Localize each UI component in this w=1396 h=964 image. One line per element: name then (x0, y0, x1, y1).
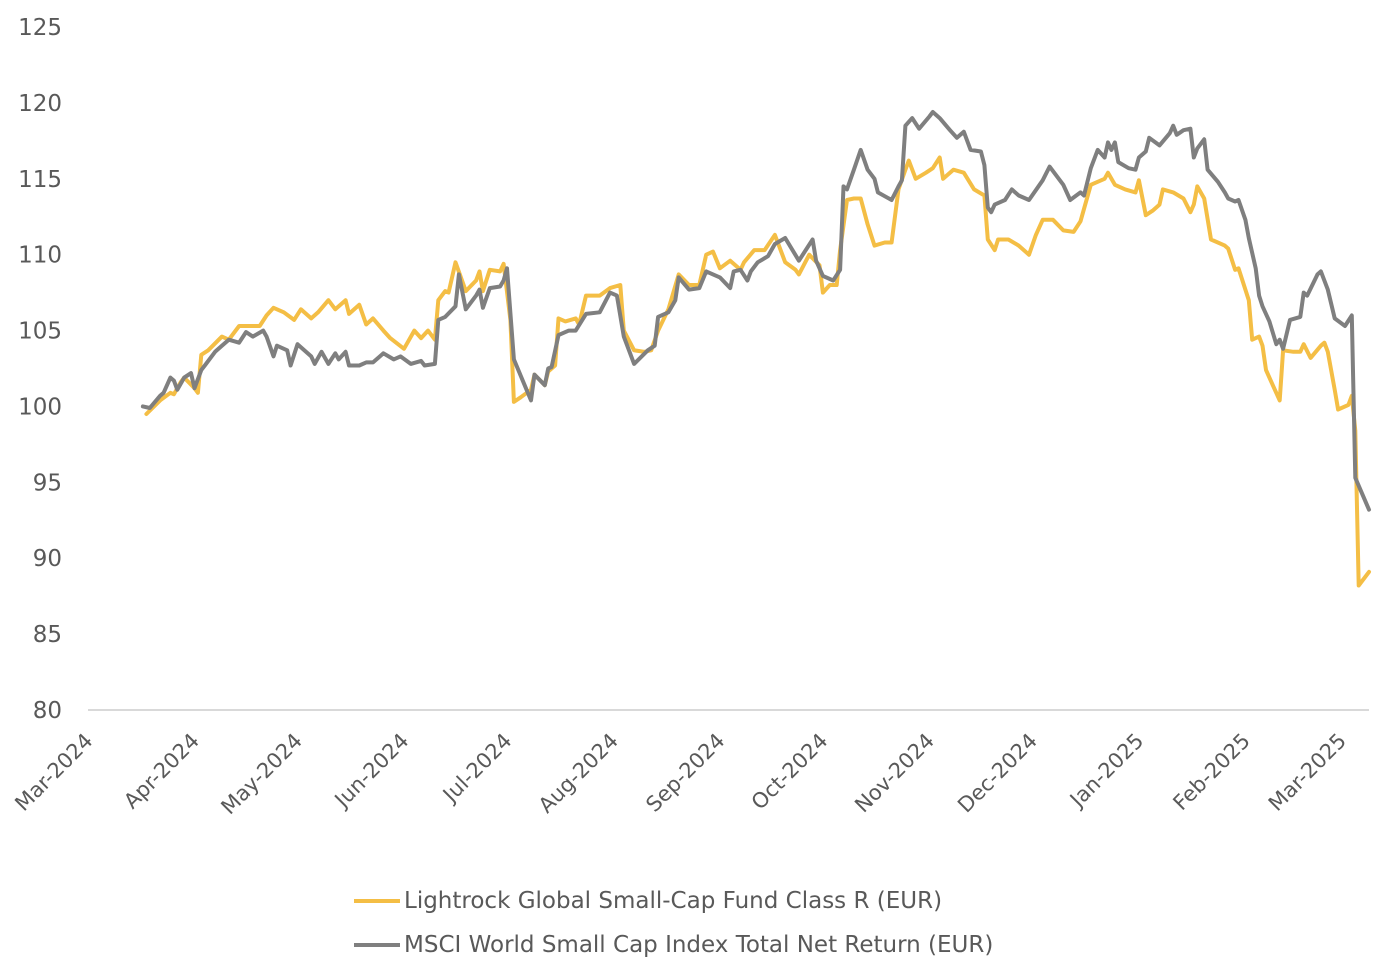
x-tick-label: Mar-2025 (1264, 729, 1351, 816)
y-tick-label: 105 (18, 319, 62, 345)
x-tick-label: Jul-2024 (437, 729, 516, 808)
series-line-fund (144, 155, 1371, 588)
x-axis: Mar-2024 Apr-2024 May-2024 Jun-2024 Jul-2024… (10, 729, 1351, 820)
x-tick-label: Oct-2024 (747, 729, 833, 815)
y-tick-label: 100 (18, 394, 62, 420)
legend-swatch-index (354, 943, 400, 947)
x-tick-label: May-2024 (216, 729, 307, 820)
x-tick-label: Nov-2024 (850, 729, 939, 818)
x-tick-label: Aug-2024 (534, 729, 623, 818)
x-tick-label: Feb-2025 (1168, 729, 1254, 815)
y-tick-label: 85 (33, 622, 62, 648)
y-tick-label: 80 (33, 698, 62, 724)
y-tick-label: 95 (33, 470, 62, 496)
y-tick-label: 90 (33, 546, 62, 572)
line-chart: 80 85 90 95 100 105 110 115 120 125 Mar-2024 Apr-2… (10, 15, 1371, 820)
legend-label-fund: Lightrock Global Small-Cap Fund Class R … (404, 888, 943, 914)
legend-item-index: MSCI World Small Cap Index Total Net Ret… (354, 932, 993, 958)
x-tick-label: Sep-2024 (641, 729, 729, 817)
legend-item-fund: Lightrock Global Small-Cap Fund Class R … (354, 888, 942, 914)
y-axis: 80 85 90 95 100 105 110 115 120 125 (18, 15, 62, 724)
plot-area (140, 110, 1371, 588)
y-tick-label: 110 (18, 243, 62, 269)
y-tick-label: 125 (18, 15, 62, 41)
x-tick-label: Apr-2024 (119, 729, 204, 814)
legend-swatch-fund (354, 899, 400, 903)
x-tick-label: Mar-2024 (10, 729, 97, 816)
series-line-index (140, 110, 1371, 512)
y-tick-label: 120 (18, 91, 62, 117)
y-tick-label: 115 (18, 167, 62, 193)
x-tick-label: Jun-2024 (329, 729, 414, 814)
legend-label-index: MSCI World Small Cap Index Total Net Ret… (404, 932, 994, 958)
x-tick-label: Dec-2024 (953, 729, 1042, 818)
x-tick-label: Jan-2025 (1064, 729, 1148, 813)
